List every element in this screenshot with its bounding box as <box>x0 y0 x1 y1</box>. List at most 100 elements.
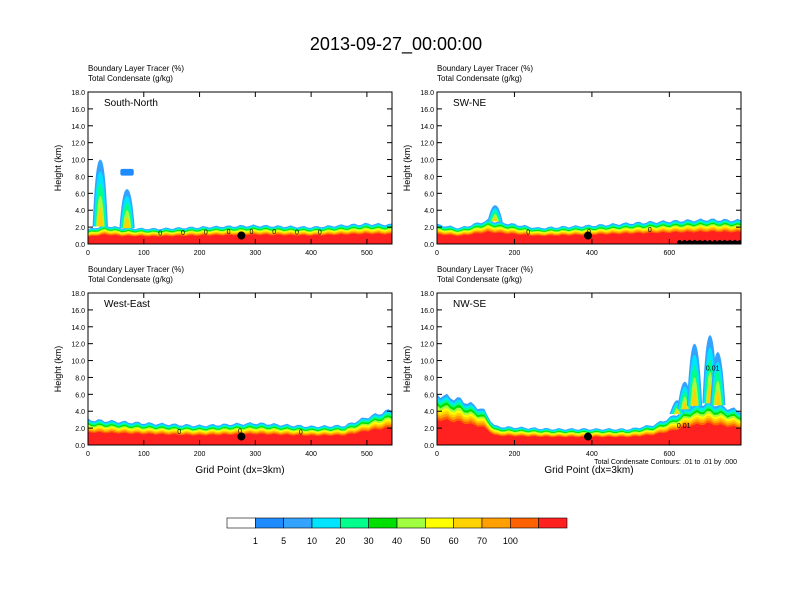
colorbar-swatch <box>255 517 284 529</box>
tracer-field: 0 0 0 0 0 0 0 0 <box>88 159 392 244</box>
panel-subtitle: Boundary Layer Tracer (%) <box>437 265 533 274</box>
y-tick-label: 12.0 <box>71 342 85 349</box>
y-tick-label: 4.0 <box>75 208 85 215</box>
location-marker <box>237 432 246 441</box>
location-marker <box>584 432 593 441</box>
contour-label: 0 <box>227 229 231 236</box>
contour-label: 0.01 <box>706 366 720 373</box>
y-tick-label: 6.0 <box>424 392 434 399</box>
panel-subtitle: Total Condensate (g/kg) <box>88 74 173 83</box>
plot-frame <box>87 91 393 245</box>
y-axis-label: Height (km) <box>53 346 63 393</box>
y-tick-label: 16.0 <box>420 107 434 114</box>
y-tick-label: 2.0 <box>75 225 85 232</box>
colorbar-label: 100 <box>503 536 518 546</box>
y-tick-label: 0.0 <box>424 443 434 450</box>
panel-subtitle: Boundary Layer Tracer (%) <box>88 64 184 73</box>
y-tick-label: 2.0 <box>424 426 434 433</box>
y-tick-label: 4.0 <box>424 409 434 416</box>
contour-label: 0 <box>181 230 185 237</box>
colorbar-swatch <box>226 517 256 529</box>
contour-label: 0 <box>299 429 303 436</box>
plot-frame <box>436 91 742 245</box>
tracer-plume <box>714 390 721 406</box>
x-tick-label: 500 <box>361 451 373 458</box>
panel-subtitle: Boundary Layer Tracer (%) <box>88 265 184 274</box>
colorbar-swatch <box>368 517 398 529</box>
x-tick-label: 400 <box>586 451 598 458</box>
y-axis-label: Height (km) <box>402 145 412 192</box>
contour-label: 0 <box>249 229 253 236</box>
tracer-plume <box>691 388 698 406</box>
colorbar: 1 5 10 20 30 40 50 60 70 100 <box>226 517 568 546</box>
x-tick-label: 200 <box>509 451 521 458</box>
x-tick-label: 0 <box>435 451 439 458</box>
contour-label: 0 <box>295 229 299 236</box>
x-tick-label: 100 <box>138 451 150 458</box>
panel-subtitle: Boundary Layer Tracer (%) <box>437 64 533 73</box>
y-tick-label: 10.0 <box>420 359 434 366</box>
x-tick-label: 400 <box>305 451 317 458</box>
x-tick-label: 500 <box>361 250 373 257</box>
colorbar-label: 20 <box>335 536 345 546</box>
y-tick-label: 8.0 <box>75 375 85 382</box>
colorbar-swatch <box>396 517 426 529</box>
contour-label: 0 <box>177 429 181 436</box>
colorbar-swatch <box>311 517 341 529</box>
colorbar-label: 60 <box>449 536 459 546</box>
x-tick-label: 600 <box>664 250 676 257</box>
x-tick-label: 200 <box>194 250 206 257</box>
y-tick-label: 0.0 <box>75 443 85 450</box>
contour-label: 0 <box>272 229 276 236</box>
colorbar-swatch <box>481 517 511 529</box>
x-tick-label: 100 <box>138 250 150 257</box>
tracer-field: 0 0 0 <box>88 409 392 445</box>
tracer-plume <box>124 217 131 229</box>
y-tick-label: 16.0 <box>420 308 434 315</box>
colorbar-swatch <box>510 517 539 529</box>
y-tick-label: 16.0 <box>71 308 85 315</box>
y-tick-label: 6.0 <box>75 392 85 399</box>
x-tick-label: 0 <box>86 451 90 458</box>
y-tick-label: 4.0 <box>75 409 85 416</box>
tracer-plume <box>492 216 499 222</box>
colorbar-swatch <box>453 517 483 529</box>
x-tick-label: 600 <box>664 451 676 458</box>
panel-4: Boundary Layer Tracer (%)Total Condensat… <box>402 265 742 476</box>
panel-3: Boundary Layer Tracer (%)Total Condensat… <box>53 265 393 476</box>
location-marker <box>237 231 246 240</box>
contour-label: 0.01 <box>677 423 691 430</box>
panel-1: Boundary Layer Tracer (%)Total Condensat… <box>53 64 393 257</box>
y-tick-label: 18.0 <box>71 291 85 298</box>
panel-title: South-North <box>104 98 158 109</box>
plot-frame <box>436 292 742 446</box>
terrain <box>677 239 741 244</box>
contour-label: 0 <box>204 230 208 237</box>
panel-subtitle: Total Condensate (g/kg) <box>88 275 173 284</box>
contour-label: 0 <box>318 229 322 236</box>
colorbar-label: 5 <box>281 536 286 546</box>
contour-label: 0 <box>526 229 530 236</box>
x-tick-label: 200 <box>194 451 206 458</box>
panel-title: West-East <box>104 299 150 310</box>
contour-label: 0 <box>238 428 242 435</box>
figure-title: 2013-09-27_00:00:00 <box>310 34 482 55</box>
contour-label: 0 <box>158 231 162 238</box>
x-tick-label: 400 <box>586 250 598 257</box>
tracer-plume <box>674 410 681 415</box>
y-tick-label: 16.0 <box>71 107 85 114</box>
y-tick-label: 18.0 <box>420 291 434 298</box>
panel-subtitle: Total Condensate (g/kg) <box>437 74 522 83</box>
y-tick-label: 14.0 <box>71 124 85 131</box>
tracer-field: 000 <box>437 205 741 244</box>
y-tick-label: 6.0 <box>75 191 85 198</box>
y-tick-label: 0.0 <box>75 242 85 249</box>
tracer-field: 0.01 0.01 <box>437 335 741 445</box>
y-tick-label: 2.0 <box>424 225 434 232</box>
colorbar-label: 30 <box>364 536 374 546</box>
panel-subtitle: Total Condensate (g/kg) <box>437 275 522 284</box>
y-tick-label: 12.0 <box>420 141 434 148</box>
tracer-band <box>437 419 741 445</box>
x-tick-label: 400 <box>305 250 317 257</box>
y-tick-label: 0.0 <box>424 242 434 249</box>
